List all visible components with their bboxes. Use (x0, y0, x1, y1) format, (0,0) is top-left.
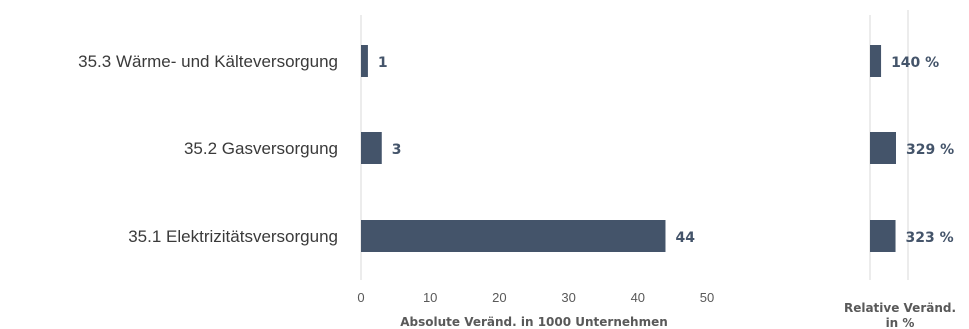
value-label-relative-35-2-gasversorgung: 329 % (906, 142, 954, 158)
category-label-35-3-w-rme-und-k-lteversorgung: 35.3 Wärme- und Kälteversorgung (78, 52, 338, 71)
value-label-absolute-35-3-w-rme-und-k-lteversorgung: 1 (378, 55, 388, 71)
relative-axis-title-line-1: Relative Veränd. (844, 301, 956, 315)
bar-relative-35-1-elektrizit-tsversorgung (870, 220, 896, 252)
bar-absolute-35-1-elektrizit-tsversorgung (361, 220, 666, 252)
x-tick-label-40: 40 (631, 290, 645, 305)
value-label-absolute-35-2-gasversorgung: 3 (392, 142, 402, 158)
bar-absolute-35-3-w-rme-und-k-lteversorgung (361, 45, 368, 77)
absolute-change-panel: 35.3 Wärme- und Kälteversorgung 1 35.2 Gas… (78, 15, 714, 329)
x-tick-label-0: 0 (357, 290, 364, 305)
x-tick-label-50: 50 (700, 290, 714, 305)
relative-axis-title-line-2: in % (886, 316, 915, 329)
x-axis-title: Absolute Veränd. in 1000 Unternehmen (400, 315, 668, 329)
category-label-35-1-elektrizit-tsversorgung: 35.1 Elektrizitätsversorgung (128, 227, 338, 246)
category-label-35-2-gasversorgung: 35.2 Gasversorgung (184, 139, 338, 158)
x-tick-label-20: 20 (492, 290, 506, 305)
value-label-relative-35-1-elektrizit-tsversorgung: 323 % (906, 230, 954, 246)
bar-relative-35-2-gasversorgung (870, 132, 896, 164)
bar-absolute-35-2-gasversorgung (361, 132, 382, 164)
value-label-relative-35-3-w-rme-und-k-lteversorgung: 140 % (891, 55, 939, 71)
value-label-absolute-35-1-elektrizit-tsversorgung: 44 (675, 230, 695, 246)
relative-change-panel: 140 % 329 % 323 % Relative Veränd.in % (844, 10, 956, 329)
x-tick-label-10: 10 (423, 290, 437, 305)
bar-relative-35-3-w-rme-und-k-lteversorgung (870, 45, 882, 77)
x-tick-label-30: 30 (561, 290, 575, 305)
